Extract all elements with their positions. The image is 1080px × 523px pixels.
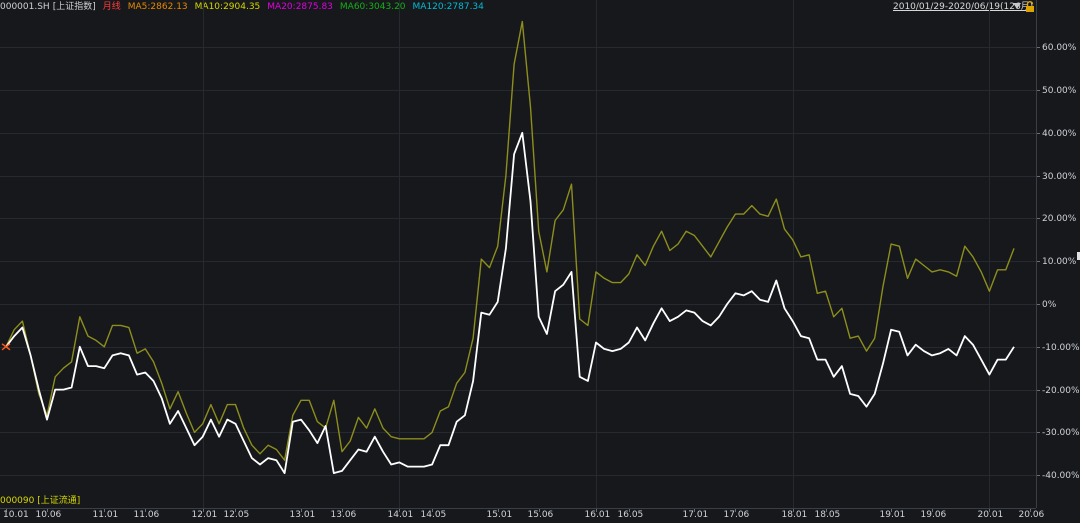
series-line-000090[interactable] <box>5 20 1015 461</box>
y-tick-label: 20.00% <box>1042 213 1077 224</box>
x-tick-label: 15.01 <box>486 510 513 520</box>
y-tick-label: 0% <box>1042 299 1057 310</box>
x-tick-label: 13.06 <box>330 510 357 520</box>
x-tick-label: 12.01 <box>191 510 218 520</box>
y-tick-label: -10.00% <box>1042 342 1080 353</box>
ma120-label: MA120:2787.34 <box>412 2 484 12</box>
ma60-label: MA60:3043.20 <box>339 2 406 12</box>
x-tick-label: 18.01 <box>781 510 808 520</box>
y-tick-label: 10.00% <box>1042 256 1077 267</box>
y-tick-label: -20.00% <box>1042 385 1080 396</box>
y-tick-label: 50.00% <box>1042 85 1077 96</box>
ma5-label: MA5:2862.13 <box>127 2 188 12</box>
index-name-label: [上证指数] <box>52 2 96 12</box>
x-tick-label: 12.05 <box>223 510 250 520</box>
chart-header: 000001.SH [上证指数] 月线 MA5:2862.13 MA10:2904.35… <box>0 1 491 13</box>
right-edge-handle[interactable] <box>1077 252 1080 260</box>
compare-series-label[interactable]: 000090 [上证流通] <box>0 496 81 506</box>
y-tick-label: 60.00% <box>1042 42 1077 53</box>
ma20-label: MA20:2875.83 <box>267 2 333 12</box>
y-tick-label: -40.00% <box>1042 470 1080 481</box>
x-tick-label: 16.01 <box>584 510 611 520</box>
x-tick-label: 10.06 <box>35 510 62 520</box>
x-tick-label: 11.01 <box>92 510 119 520</box>
x-tick-label: 14.01 <box>387 510 414 520</box>
x-tick-label: 19.06 <box>920 510 947 520</box>
x-tick-label: 17.06 <box>723 510 750 520</box>
series-layer <box>1 20 1080 475</box>
y-tick-label: 30.00% <box>1042 171 1077 182</box>
symbol-label: 000001.SH <box>0 2 50 12</box>
x-tick-label: 14.05 <box>420 510 447 520</box>
x-tick-label: 17.01 <box>682 510 709 520</box>
x-tick-label: 16.05 <box>617 510 644 520</box>
date-range-link[interactable]: 2010/01/29-2020/06/19(126月) <box>893 2 1034 12</box>
ma10-label: MA10:2904.35 <box>194 2 261 12</box>
series-line-000001[interactable] <box>5 131 1015 475</box>
y-tick-label: 40.00% <box>1042 128 1077 139</box>
x-tick-label: 20.06 <box>1018 510 1045 520</box>
y-tick-label: -30.00% <box>1042 427 1080 438</box>
lock-icon[interactable] <box>1025 1 1035 12</box>
period-label[interactable]: 月线 <box>102 2 121 12</box>
x-tick-label: 13.01 <box>289 510 316 520</box>
x-tick-label: 10.01 <box>3 510 29 520</box>
dropdown-arrow-icon[interactable] <box>1013 3 1021 9</box>
x-tick-label: 11.06 <box>133 510 160 520</box>
x-tick-label: 20.01 <box>977 510 1004 520</box>
start-marker-icon <box>1 343 11 351</box>
x-tick-label: 18.05 <box>814 510 841 520</box>
x-tick-label: 19.01 <box>879 510 906 520</box>
x-tick-label: 15.06 <box>527 510 554 520</box>
grid-lines <box>0 0 1040 512</box>
